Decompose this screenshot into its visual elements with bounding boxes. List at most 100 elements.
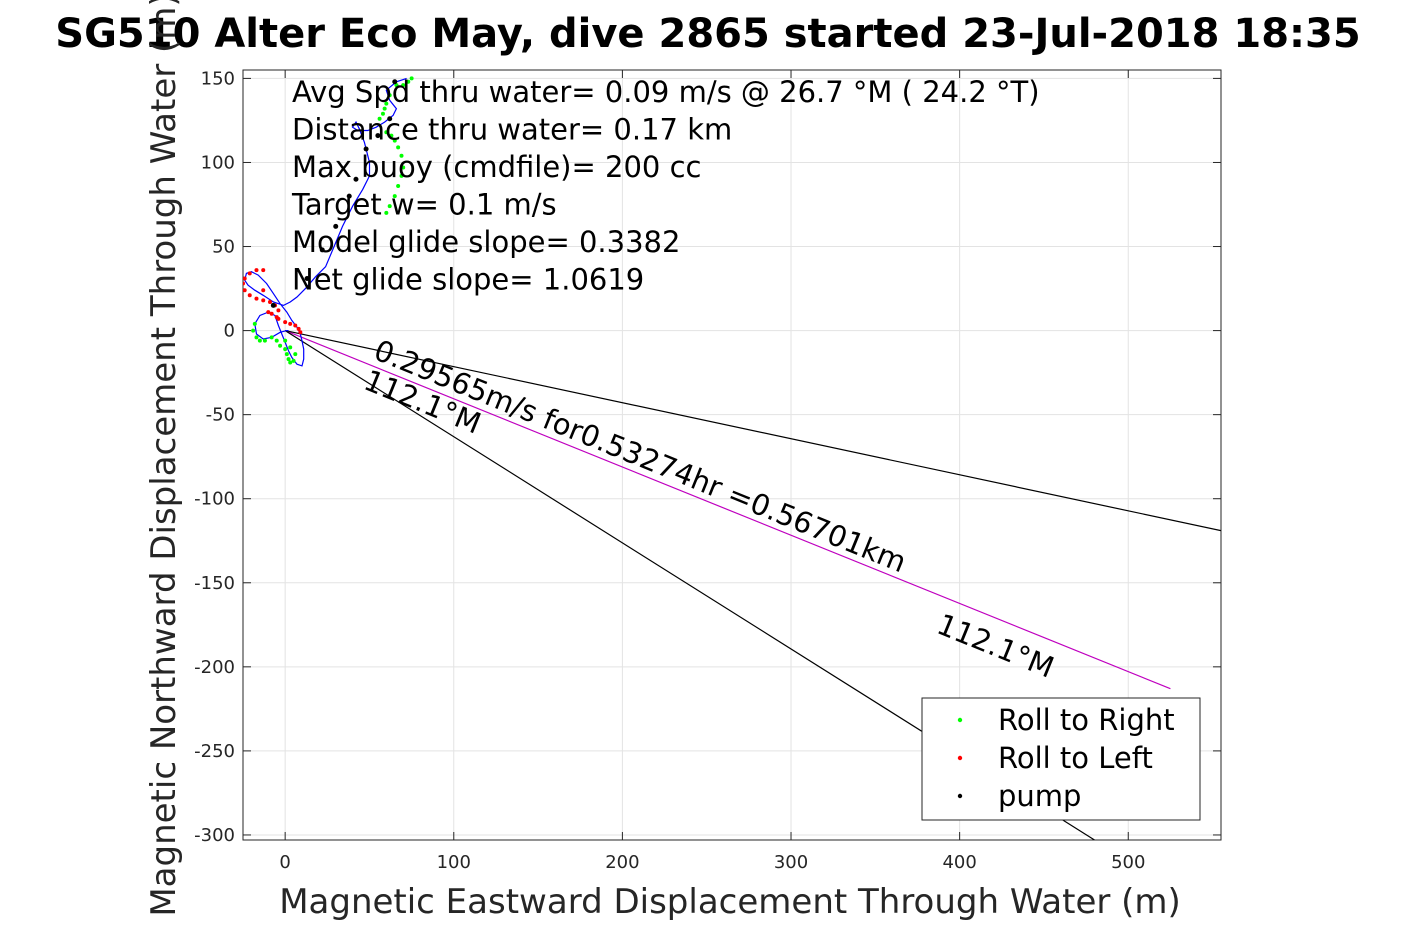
y-tick-label: -300 xyxy=(194,825,235,846)
point-roll-to-left xyxy=(276,308,281,313)
point-roll-to-right xyxy=(254,335,259,340)
x-tick-label: 100 xyxy=(437,852,471,873)
point-roll-to-left xyxy=(269,311,274,316)
point-roll-to-left xyxy=(267,300,272,305)
legend-marker-roll-to-left xyxy=(957,755,963,761)
point-pump xyxy=(319,247,325,253)
annotation-line: Target w= 0.1 m/s xyxy=(291,188,557,222)
point-pump xyxy=(392,79,398,85)
legend-label-roll-to-left: Roll to Left xyxy=(998,741,1153,775)
point-roll-to-left xyxy=(247,293,252,298)
point-pump xyxy=(270,302,276,308)
point-roll-to-left xyxy=(276,316,281,321)
point-roll-to-left xyxy=(283,320,288,325)
point-pump xyxy=(387,116,393,122)
legend-label-pump: pump xyxy=(998,779,1081,813)
annotation-line: Net glide slope= 1.0619 xyxy=(292,263,644,297)
point-roll-to-right xyxy=(384,210,389,215)
line-bound-upper xyxy=(285,330,1221,532)
point-roll-to-left xyxy=(254,296,259,301)
point-roll-to-right xyxy=(288,345,293,350)
legend-box xyxy=(921,697,1201,821)
y-tick-label: 50 xyxy=(212,237,235,258)
point-roll-to-right xyxy=(278,343,283,348)
legend-marker-roll-to-right xyxy=(957,717,963,723)
point-roll-to-left xyxy=(293,323,298,328)
point-roll-to-right xyxy=(382,106,387,111)
y-tick-label: 150 xyxy=(201,68,235,89)
point-roll-to-right xyxy=(399,173,404,178)
annotation-line: Max buoy (cmdfile)= 200 cc xyxy=(292,150,701,184)
y-tick-label: -50 xyxy=(206,405,235,426)
annotation-line: Avg Spd thru water= 0.09 m/s @ 26.7 °M (… xyxy=(292,75,1040,109)
point-roll-to-left xyxy=(288,321,293,326)
axis-ticks: 0 100 200 300 400 500150100500-50-100-150-200… xyxy=(194,68,1221,873)
point-roll-to-right xyxy=(399,153,404,158)
x-tick-label: 400 xyxy=(942,852,976,873)
point-roll-to-right xyxy=(396,145,401,150)
point-pump xyxy=(353,176,359,182)
point-roll-to-right xyxy=(392,194,397,199)
point-roll-to-right xyxy=(406,79,411,84)
annotation-line: Model glide slope= 0.3382 xyxy=(292,225,680,259)
point-pump xyxy=(346,193,352,199)
point-roll-to-right xyxy=(283,347,288,352)
point-pump xyxy=(333,223,339,229)
y-tick-label: -100 xyxy=(194,489,235,510)
point-roll-to-left xyxy=(247,271,252,276)
point-roll-to-right xyxy=(286,357,291,362)
annotation-line: Distance thru water= 0.17 km xyxy=(292,113,732,147)
point-roll-to-left xyxy=(243,276,247,281)
point-roll-to-right xyxy=(409,76,414,81)
y-tick-label: -250 xyxy=(194,741,235,762)
point-roll-to-right xyxy=(387,204,392,209)
legend: Roll to Right Roll to Left pump xyxy=(921,697,1201,821)
point-roll-to-left xyxy=(254,268,259,273)
point-roll-to-right xyxy=(396,184,401,189)
point-roll-to-right xyxy=(401,83,406,88)
point-roll-to-left xyxy=(243,281,245,286)
y-axis-label: Magnetic Northward Displacement Through … xyxy=(144,0,184,917)
legend-marker-pump xyxy=(957,793,963,799)
point-roll-to-right xyxy=(384,130,389,135)
point-roll-to-right xyxy=(384,101,389,106)
speed-label: 0.29565m/s for0.53274hr =0.56701km xyxy=(369,333,911,579)
line-course xyxy=(284,330,1171,690)
point-roll-to-right xyxy=(377,116,382,121)
point-pump xyxy=(304,275,310,281)
point-roll-to-left xyxy=(261,288,266,293)
point-roll-to-right xyxy=(262,338,267,343)
point-roll-to-left xyxy=(298,330,303,335)
x-tick-label: 300 xyxy=(774,852,808,873)
chart-title: SG510 Alter Eco May, dive 2865 started 2… xyxy=(55,11,1360,57)
point-pump xyxy=(363,146,369,152)
grid xyxy=(243,70,1221,840)
point-roll-to-right xyxy=(269,335,274,340)
point-roll-to-left xyxy=(261,268,266,273)
point-roll-to-right xyxy=(251,328,256,333)
point-roll-to-right xyxy=(380,111,385,116)
point-roll-to-right xyxy=(274,338,279,343)
x-tick-label: 500 xyxy=(1111,852,1145,873)
x-tick-label: 200 xyxy=(605,852,639,873)
point-roll-to-left xyxy=(266,310,271,315)
annotation-block: Avg Spd thru water= 0.09 m/s @ 26.7 °M (… xyxy=(291,75,1040,297)
point-roll-to-left xyxy=(296,326,301,331)
point-roll-to-right xyxy=(389,133,394,138)
point-roll-to-right xyxy=(288,360,293,365)
plot-frame xyxy=(242,69,1222,841)
y-tick-label: -200 xyxy=(194,657,235,678)
y-tick-label: -150 xyxy=(194,573,235,594)
point-roll-to-left xyxy=(261,298,266,303)
heading-label-right: 112.1°M xyxy=(932,607,1058,685)
point-roll-to-right xyxy=(401,165,406,170)
x-axis-label: Magnetic Eastward Displacement Through W… xyxy=(279,882,1181,922)
point-roll-to-right xyxy=(284,352,289,357)
y-tick-label: 0 xyxy=(224,321,235,342)
plot-area xyxy=(243,76,1221,840)
point-roll-to-right xyxy=(392,138,397,143)
point-pump xyxy=(375,133,381,139)
legend-label-roll-to-right: Roll to Right xyxy=(998,703,1175,737)
point-roll-to-right xyxy=(387,93,392,98)
